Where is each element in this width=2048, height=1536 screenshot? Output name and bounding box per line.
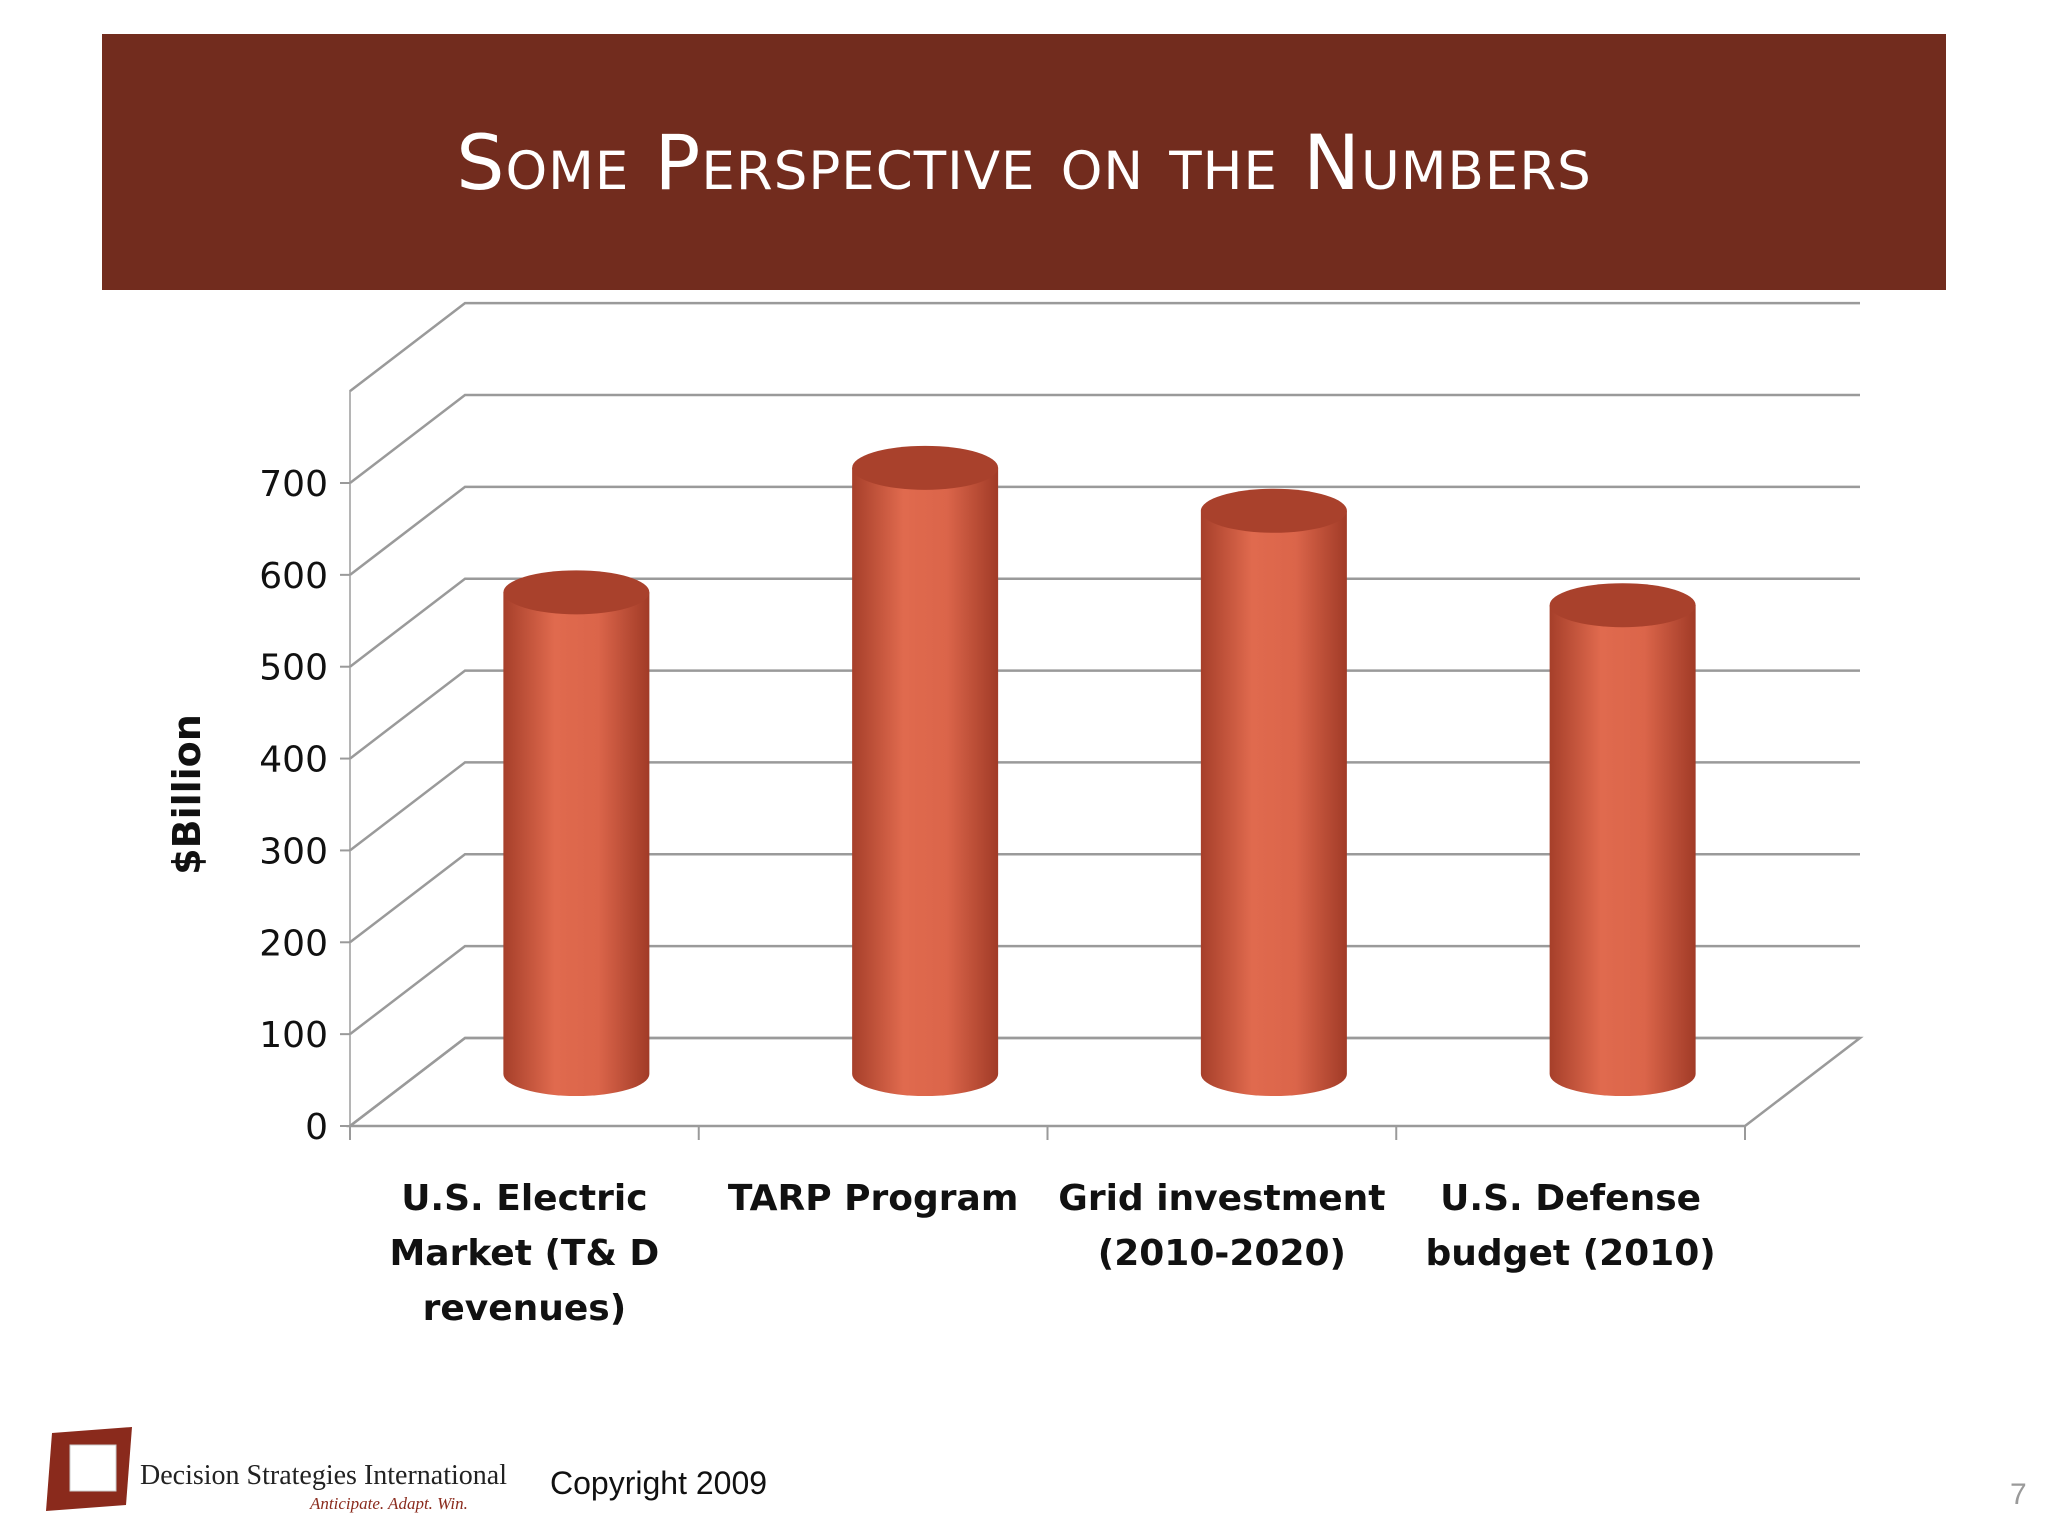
y-tick-label: 600 [259, 556, 328, 597]
bar-top [852, 445, 999, 490]
copyright-text: Copyright 2009 [550, 1465, 768, 1501]
company-logo-icon [46, 1427, 132, 1511]
bar-top [1549, 583, 1696, 628]
bar-layer [503, 445, 1696, 1096]
x-tick-label: (2010-2020) [1098, 1233, 1346, 1274]
y-tick-label: 0 [305, 1107, 328, 1148]
bar [503, 570, 650, 1096]
company-name: Decision Strategies International [140, 1460, 507, 1491]
label-layer: 0 100 200 300 400 500 600 700 $Billion U.S. Elect… [165, 464, 1716, 1329]
gridline [349, 853, 1860, 944]
x-tick-label: Grid investment [1058, 1178, 1385, 1219]
gridline [349, 301, 1860, 393]
bar-body [503, 592, 650, 1096]
y-tick-label: 200 [259, 923, 328, 964]
gridline [349, 393, 1860, 484]
gridline [349, 669, 1860, 760]
gridline [349, 761, 1860, 852]
bar [1200, 488, 1347, 1096]
gridline [349, 577, 1860, 668]
y-tick-label: 700 [259, 464, 328, 505]
gridline [349, 485, 1860, 576]
x-tick-label: U.S. Defense [1440, 1178, 1701, 1219]
bar-top [503, 570, 650, 615]
page-number: 7 [2010, 1478, 2027, 1511]
gridline [349, 944, 1860, 1036]
x-tick-label: revenues) [423, 1288, 627, 1329]
y-tick-label: 400 [259, 740, 328, 781]
y-tick-label: 100 [259, 1015, 328, 1056]
y-tick-label: 500 [259, 648, 328, 689]
y-tick-label: 300 [259, 831, 328, 872]
grid-layer [340, 301, 1864, 1140]
bar [1549, 583, 1696, 1096]
bar-body [1549, 605, 1696, 1096]
x-tick-label: Market (T& D [389, 1233, 659, 1274]
chart-floor [346, 1036, 1864, 1128]
x-tick-label: budget (2010) [1426, 1233, 1716, 1274]
slide-title: Some Perspective on the Numbers [456, 117, 1592, 207]
bar-body [1200, 510, 1347, 1096]
title-banner: Some Perspective on the Numbers [102, 34, 1946, 290]
x-tick-label: U.S. Electric [401, 1178, 647, 1219]
bar [852, 445, 999, 1096]
y-axis-label: $Billion [165, 714, 209, 875]
x-tick-label: TARP Program [728, 1178, 1018, 1219]
bar-top [1200, 488, 1347, 533]
company-tagline: Anticipate. Adapt. Win. [310, 1494, 468, 1513]
bar-body [852, 467, 999, 1096]
